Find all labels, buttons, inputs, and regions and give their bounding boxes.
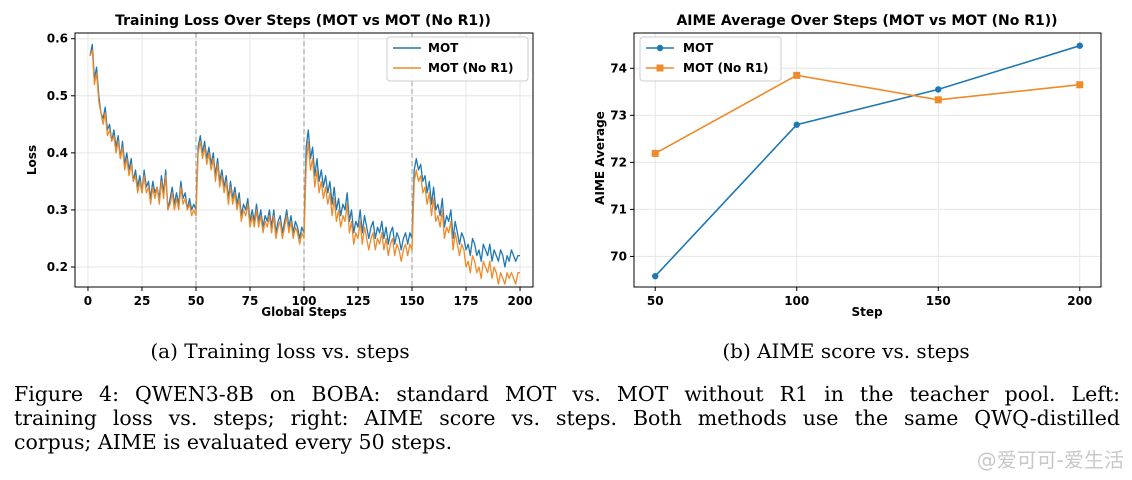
x-ticks-right: 50 100 150 200: [647, 287, 1092, 308]
x-tick-label-loss: 175: [453, 294, 478, 308]
x-tick-label-aime: 200: [1067, 294, 1092, 308]
y-tick-label-loss: 0.6: [47, 32, 68, 46]
y-tick-label-loss: 0.2: [47, 260, 68, 274]
y-tick-label-aime: 71: [610, 202, 627, 216]
x-tick-label-aime: 50: [647, 294, 664, 308]
legend-label-nor1-loss: MOT (No R1): [428, 61, 514, 75]
y-ticks-left: 0.2 0.3 0.4 0.5 0.6: [47, 32, 75, 274]
y-tick-label-aime: 74: [610, 61, 627, 75]
x-tick-label-loss: 150: [399, 294, 424, 308]
legend-box-aime: [639, 36, 782, 82]
data-point-nor1-aime: [793, 71, 801, 79]
x-tick-label-loss: 25: [134, 294, 151, 308]
x-tick-label-loss: 125: [345, 294, 370, 308]
caption-line-3: corpus; AIME is evaluated every 50 steps…: [14, 430, 453, 454]
chart-title-aime: AIME Average Over Steps (MOT vs MOT (No …: [676, 13, 1057, 29]
chart-aime: AIME Average Over Steps (MOT vs MOT (No …: [593, 13, 1102, 319]
legend-label-mot-aime: MOT: [683, 41, 714, 55]
x-tick-label-loss: 200: [508, 294, 533, 308]
x-tick-label-loss: 75: [242, 294, 259, 308]
y-tick-label-loss: 0.5: [47, 89, 68, 103]
series-lines-left: [89, 43, 520, 285]
data-point-mot-aime: [652, 272, 659, 280]
series-line-nor1-loss: [89, 49, 520, 285]
legend-aime: MOT MOT (No R1): [639, 36, 782, 82]
legend-marker-nor1-aime: [656, 64, 664, 72]
legend-marker-mot-aime: [656, 44, 664, 52]
data-point-nor1-aime: [934, 96, 942, 104]
legend-label-mot-loss: MOT: [428, 41, 459, 55]
figure-caption: Figure 4: QWEN3-8B on BOBA: standard MOT…: [14, 382, 1120, 454]
x-tick-label-loss: 0: [84, 294, 92, 308]
y-tick-label-loss: 0.4: [47, 146, 68, 160]
y-tick-label-aime: 72: [610, 155, 627, 169]
grid-right: [634, 33, 1101, 287]
y-tick-label-aime: 73: [610, 108, 627, 122]
data-point-nor1-aime: [1076, 81, 1084, 89]
y-tick-label-aime: 70: [610, 249, 627, 263]
y-axis-label-aime: AIME Average: [593, 111, 607, 205]
data-point-mot-aime: [793, 121, 800, 128]
y-ticks-right: 70 71 72 73 74: [610, 61, 634, 263]
legend-loss: MOT MOT (No R1): [386, 36, 529, 82]
x-axis-label-loss: Global Steps: [261, 305, 346, 319]
x-ticks-left: 0 25 50 75 100 125 150 175 200: [84, 287, 533, 308]
x-axis-label-aime: Step: [851, 305, 883, 319]
series-line-nor1-aime: [654, 74, 1080, 155]
subcaption-a: (a) Training loss vs. steps: [150, 339, 409, 363]
data-point-nor1-aime: [651, 149, 659, 157]
data-point-mot-aime: [935, 86, 942, 93]
legend-box-loss: [386, 36, 529, 82]
caption-line-1: Figure 4: QWEN3-8B on BOBA: standard MOT…: [14, 382, 1120, 406]
chart-training-loss: Training Loss Over Steps (MOT vs MOT (No…: [25, 13, 534, 319]
x-tick-label-aime: 150: [926, 294, 951, 308]
series-line-mot-aime: [654, 44, 1081, 277]
data-point-mot-aime: [1076, 42, 1083, 49]
y-tick-label-loss: 0.3: [47, 203, 68, 217]
chart-title-loss: Training Loss Over Steps (MOT vs MOT (No…: [115, 13, 491, 29]
y-axis-label-loss: Loss: [25, 145, 39, 175]
plot-frame-right: [633, 32, 1102, 288]
series-lines-right: [651, 42, 1084, 280]
subcaption-b: (b) AIME score vs. steps: [722, 339, 969, 363]
legend-label-nor1-aime: MOT (No R1): [683, 61, 769, 75]
x-tick-label-aime: 100: [784, 294, 809, 308]
watermark: @爱可可-爱生活: [976, 448, 1124, 472]
x-tick-label-loss: 100: [291, 294, 316, 308]
x-tick-label-loss: 50: [188, 294, 205, 308]
caption-line-2: training loss vs. steps; right: AIME sco…: [14, 406, 1120, 430]
